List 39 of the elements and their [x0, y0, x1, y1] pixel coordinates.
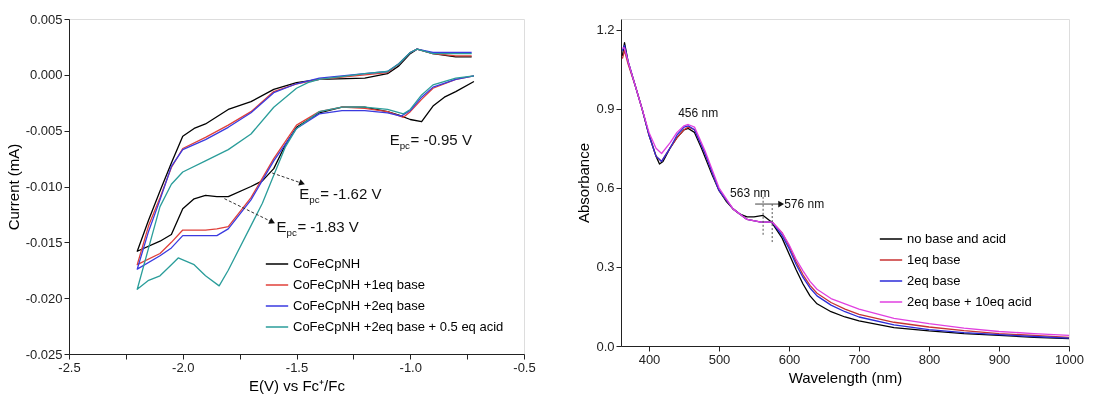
- legend-label: no base and acid: [907, 231, 1007, 246]
- legend-label: 2eq base + 10eq acid: [907, 294, 1032, 309]
- x-axis-title: E(V) vs Fc⁺/Fc: [249, 376, 346, 394]
- y-tick-label: 0.3: [596, 259, 615, 275]
- y-tick-label: 1.2: [596, 22, 615, 38]
- x-axis-title: Wavelength (nm): [788, 368, 903, 386]
- y-tick-label: -0.020: [25, 290, 63, 306]
- y-tick-label: 0.000: [29, 67, 63, 83]
- legend-label: 2eq base: [907, 273, 961, 288]
- x-tick-label: -2.5: [58, 359, 81, 375]
- x-tick-label: 400: [638, 351, 661, 367]
- x-tick-label: 700: [848, 351, 871, 367]
- y-tick-label: 0.6: [596, 180, 615, 196]
- annotation: 456 nm: [678, 106, 719, 121]
- legend-label: 1eq base: [907, 252, 961, 267]
- annotation: 563 nm: [730, 185, 771, 200]
- legend-label: CoFeCpNH +1eq base: [293, 277, 425, 292]
- y-tick-label: -0.010: [25, 179, 63, 194]
- legend-label: CoFeCpNH +2eq base + 0.5 eq acid: [293, 319, 504, 334]
- x-tick-label: -1.5: [285, 359, 309, 375]
- y-tick-label: 0.9: [596, 101, 615, 117]
- y-tick-label: -0.005: [25, 123, 63, 139]
- x-tick-label: 900: [988, 351, 1011, 367]
- y-tick-label: -0.025: [25, 346, 63, 362]
- x-tick-label: -1.0: [399, 359, 422, 375]
- annotation: 576 nm: [784, 197, 825, 212]
- legend-label: CoFeCpNH +2eq base: [293, 298, 425, 313]
- y-tick-label: -0.015: [25, 234, 63, 250]
- y-axis-title: Current (mA): [4, 143, 22, 231]
- x-tick-label: 500: [708, 351, 731, 367]
- y-tick-label: 0.0: [596, 338, 615, 354]
- x-tick-label: 600: [778, 351, 801, 367]
- x-tick-label: -2.0: [172, 359, 195, 375]
- x-tick-label: 1000: [1055, 351, 1084, 367]
- x-tick-label: 800: [918, 351, 941, 367]
- x-tick-label: -0.5: [513, 359, 536, 375]
- y-tick-label: 0.005: [29, 11, 63, 27]
- legend-label: CoFeCpNH: [293, 256, 361, 271]
- y-axis-title: Absorbance: [575, 142, 593, 224]
